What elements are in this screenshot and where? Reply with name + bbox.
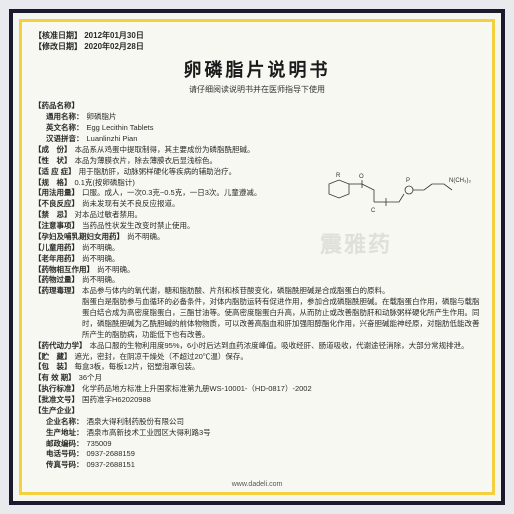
revision-date: 2020年02月28日	[84, 42, 144, 51]
content-row: 企业名称：酒泉大得利制药股份有限公司	[34, 417, 480, 428]
chemical-structure-diagram: R O C P N(CH₃)₃	[324, 172, 474, 227]
content-row: 通用名称：卵磷脂片	[34, 112, 480, 123]
row-label: 【适 应 症】	[34, 167, 76, 178]
revision-label: 【修改日期】	[34, 42, 82, 51]
row-value: 酒泉市高新技术工业园区大得利路3号	[87, 428, 481, 439]
content-area: 【核准日期】 2012年01月30日 【修改日期】 2020年02月28日 卵磷…	[19, 19, 495, 495]
svg-text:O: O	[359, 174, 364, 180]
row-value: 本品为薄膜衣片，除去薄膜衣后显浅棕色。	[75, 156, 481, 167]
row-label: 企业名称：	[46, 417, 84, 428]
row-label: 通用名称：	[46, 112, 84, 123]
row-label: 生产地址：	[46, 428, 84, 439]
content-row: 【药物相互作用】尚不明确。	[34, 265, 480, 276]
document-subtitle: 请仔细阅读说明书并在医师指导下使用	[34, 84, 480, 95]
row-value: 36个月	[79, 373, 480, 384]
content-row: 【孕妇及哺乳期妇女用药】尚不明确。	[34, 232, 480, 243]
header-dates: 【核准日期】 2012年01月30日 【修改日期】 2020年02月28日	[34, 30, 480, 52]
content-rows: 【药品名称】通用名称：卵磷脂片英文名称：Egg Lecithin Tablets…	[34, 101, 480, 471]
row-label: 汉语拼音：	[46, 134, 84, 145]
content-row: 汉语拼音：Luanlinzhi Pian	[34, 134, 480, 145]
row-label: 【药物过量】	[34, 275, 79, 286]
document-title: 卵磷脂片说明书	[34, 56, 480, 82]
svg-text:C: C	[371, 208, 376, 214]
row-value: 本品口服的生物利用度95%，6小时后达到血药浓度峰值。吸收经肝、肠道吸收，代谢途…	[90, 341, 481, 352]
content-row: 【药品名称】	[34, 101, 480, 112]
content-row: 【儿童用药】尚不明确。	[34, 243, 480, 254]
content-row: 【执行标准】化学药品地方标准上升国家标准第九册WS-10001-（HD-0817…	[34, 384, 480, 395]
row-value: 尚不明确。	[82, 254, 480, 265]
content-row: 【批准文号】国药准字H62020988	[34, 395, 480, 406]
row-label: 【儿童用药】	[34, 243, 79, 254]
row-label: 【执行标准】	[34, 384, 79, 395]
row-label: 【注意事项】	[34, 221, 79, 232]
row-label: 【药物相互作用】	[34, 265, 94, 276]
row-label: 邮政编码：	[46, 439, 84, 450]
row-label: 传真号码：	[46, 460, 84, 471]
row-label: 【老年用药】	[34, 254, 79, 265]
approval-label: 【核准日期】	[34, 31, 82, 40]
row-label: 电话号码：	[46, 449, 84, 460]
row-label: 【性 状】	[34, 156, 72, 167]
row-value: 尚不明确。	[82, 275, 480, 286]
row-value: 0937-2688159	[87, 449, 481, 460]
svg-text:N(CH₃)₃: N(CH₃)₃	[449, 178, 471, 184]
row-value: 遮光，密封，在阴凉干燥处（不超过20℃温）保存。	[75, 352, 481, 363]
row-value: 735009	[87, 439, 481, 450]
row-label: 英文名称：	[46, 123, 84, 134]
row-label: 【药理毒理】	[34, 286, 79, 297]
row-value: 卵磷脂片	[87, 112, 481, 123]
content-row: 【性 状】本品为薄膜衣片，除去薄膜衣后显浅棕色。	[34, 156, 480, 167]
row-label: 【贮 藏】	[34, 352, 72, 363]
content-row: 邮政编码：735009	[34, 439, 480, 450]
row-value: 0937-2688151	[87, 460, 481, 471]
content-row: 【贮 藏】遮光，密封，在阴凉干燥处（不超过20℃温）保存。	[34, 352, 480, 363]
content-row: 【药物过量】尚不明确。	[34, 275, 480, 286]
row-label: 【药品名称】	[34, 101, 79, 112]
svg-text:R: R	[336, 173, 341, 179]
content-row: 电话号码：0937-2688159	[34, 449, 480, 460]
content-row: 生产地址：酒泉市高新技术工业园区大得利路3号	[34, 428, 480, 439]
row-label: 【不良反应】	[34, 199, 79, 210]
row-label: 【包 装】	[34, 362, 72, 373]
document-frame: 【核准日期】 2012年01月30日 【修改日期】 2020年02月28日 卵磷…	[9, 9, 505, 505]
content-row: 【生产企业】	[34, 406, 480, 417]
row-value	[82, 406, 480, 417]
content-row: 英文名称：Egg Lecithin Tablets	[34, 123, 480, 134]
content-row: 【包 装】每盒3板，每板12片，铝塑泡罩包装。	[34, 362, 480, 373]
content-row: 传真号码：0937-2688151	[34, 460, 480, 471]
footer-url: www.dadeli.com	[232, 481, 283, 488]
row-label: 【孕妇及哺乳期妇女用药】	[34, 232, 124, 243]
content-row: 【成 份】本品系从鸡蛋中提取制得，其主要成份为磷脂酰胆碱。	[34, 145, 480, 156]
content-row: 【有 效 期】36个月	[34, 373, 480, 384]
row-value	[82, 101, 480, 112]
row-label: 【成 份】	[34, 145, 72, 156]
row-value: 尚不明确。	[127, 232, 480, 243]
row-value: 尚不明确。	[97, 265, 480, 276]
row-label: 【药代动力学】	[34, 341, 87, 352]
row-value: 本品系从鸡蛋中提取制得，其主要成份为磷脂酰胆碱。	[75, 145, 481, 156]
row-value: 化学药品地方标准上升国家标准第九册WS-10001-（HD-0817）-2002	[82, 384, 480, 395]
row-value: Luanlinzhi Pian	[87, 134, 481, 145]
row-value: 每盒3板，每板12片，铝塑泡罩包装。	[75, 362, 481, 373]
svg-text:P: P	[406, 178, 410, 184]
row-value: 酒泉大得利制药股份有限公司	[87, 417, 481, 428]
row-value: Egg Lecithin Tablets	[87, 123, 481, 134]
content-row: 【药代动力学】本品口服的生物利用度95%，6小时后达到血药浓度峰值。吸收经肝、肠…	[34, 341, 480, 352]
content-row: 【老年用药】尚不明确。	[34, 254, 480, 265]
approval-date: 2012年01月30日	[84, 31, 144, 40]
content-row: 【药理毒理】本品参与体内的氧代谢，糖和脂肪酸、片剂和核苷酸变化，磷脂酰胆碱是合成…	[34, 286, 480, 297]
row-label: 【用法用量】	[34, 188, 79, 199]
row-value: 本品参与体内的氧代谢，糖和脂肪酸、片剂和核苷酸变化，磷脂酰胆碱是合成脂蛋白的原料…	[82, 286, 480, 297]
row-label: 【规 格】	[34, 178, 72, 189]
row-value: 国药准字H62020988	[82, 395, 480, 406]
content-continuation: 脂蛋白是脂肪参与血循环的必备条件，对体内脂肪运转有促进作用，参加合成磷脂酰胆碱。…	[34, 297, 480, 341]
row-value: 尚不明确。	[82, 243, 480, 254]
row-label: 【有 效 期】	[34, 373, 76, 384]
row-label: 【批准文号】	[34, 395, 79, 406]
row-label: 【禁 忌】	[34, 210, 72, 221]
row-label: 【生产企业】	[34, 406, 79, 417]
